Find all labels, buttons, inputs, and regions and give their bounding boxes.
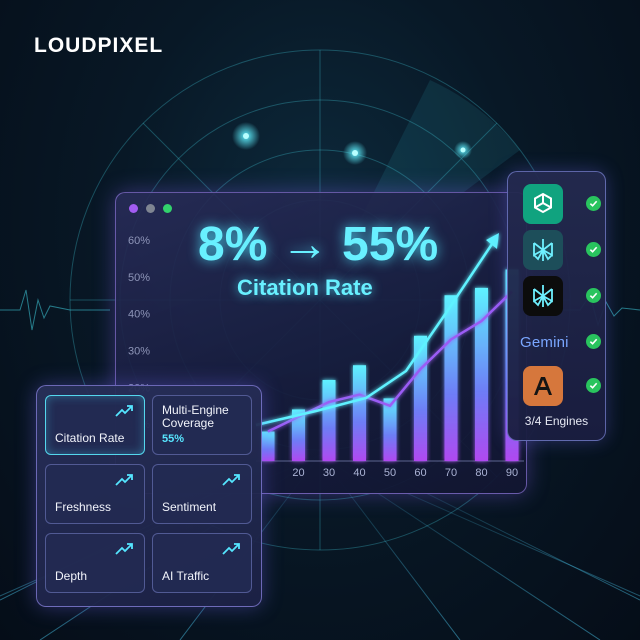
engines-panel: Gemini 3/4 Engines — [507, 171, 606, 441]
headline-citation-change: 8% → 55% — [198, 218, 439, 271]
chart-bar — [475, 287, 488, 461]
trend-up-icon — [222, 474, 240, 486]
window-maximize-dot[interactable] — [163, 204, 172, 213]
check-icon — [586, 334, 601, 349]
metric-label: Depth — [55, 569, 88, 583]
chart-bar — [444, 295, 458, 461]
engines-summary: 3/4 Engines — [524, 414, 589, 428]
engine-row-gemini[interactable]: Gemini — [520, 322, 603, 362]
trend-arrow-head-icon — [486, 233, 499, 249]
chart-bar — [261, 431, 275, 461]
metric-label: Sentiment — [162, 500, 217, 514]
trend-up-icon — [115, 474, 133, 486]
brand-logo: LOUDPIXEL — [34, 34, 164, 57]
y-tick-label: 60% — [128, 235, 150, 247]
trend-up-icon — [222, 543, 240, 555]
x-tick-label: 60 — [414, 467, 426, 479]
gemini-label: Gemini — [520, 333, 569, 351]
metric-label: Freshness — [55, 500, 112, 514]
metric-depth[interactable]: Depth — [45, 533, 145, 593]
window-close-dot[interactable] — [129, 204, 138, 213]
check-icon — [586, 288, 601, 303]
y-tick-label: 40% — [128, 309, 150, 321]
y-tick-label: 30% — [128, 346, 150, 358]
anthropic-logo-icon — [523, 366, 563, 406]
metric-label: Citation Rate — [55, 431, 125, 445]
x-tick-label: 80 — [475, 467, 487, 479]
x-tick-label: 20 — [292, 467, 304, 479]
chart-bar — [353, 365, 366, 461]
check-icon — [586, 242, 601, 257]
x-tick-label: 70 — [445, 467, 457, 479]
x-tick-label: 40 — [353, 467, 365, 479]
metric-value: 55% — [162, 433, 185, 445]
engine-row-perplexity[interactable] — [523, 230, 603, 270]
metric-multi-engine-coverage[interactable]: Multi-Engine Coverage 55% — [152, 395, 252, 455]
perplexity-dark-logo-icon — [523, 276, 563, 316]
engine-row-claude[interactable] — [523, 366, 603, 406]
headline-subtitle: Citation Rate — [237, 275, 373, 300]
x-tick-label: 30 — [323, 467, 335, 479]
engine-row-perplexity-dark[interactable] — [523, 276, 603, 316]
trend-up-icon — [115, 405, 133, 417]
chart-bar — [292, 409, 305, 461]
chart-bar — [322, 379, 336, 461]
metric-ai-traffic[interactable]: AI Traffic — [152, 533, 252, 593]
check-icon — [586, 378, 601, 393]
gemini-wordmark-icon: Gemini — [520, 322, 578, 362]
metric-label: AI Traffic — [162, 569, 210, 583]
metric-sentiment[interactable]: Sentiment — [152, 464, 252, 524]
y-tick-label: 50% — [128, 272, 150, 284]
trend-arrow — [255, 237, 498, 427]
engine-row-chatgpt[interactable] — [523, 184, 603, 224]
x-tick-label: 50 — [384, 467, 396, 479]
metric-citation-rate[interactable]: Citation Rate — [45, 395, 145, 455]
metrics-panel: Citation Rate Multi-Engine Coverage 55% … — [36, 385, 262, 607]
metric-freshness[interactable]: Freshness — [45, 464, 145, 524]
check-icon — [586, 196, 601, 211]
window-minimize-dot[interactable] — [146, 204, 155, 213]
chart-bar — [383, 398, 397, 461]
trend-up-icon — [115, 543, 133, 555]
x-tick-label: 90 — [506, 467, 518, 479]
perplexity-logo-icon — [523, 230, 563, 270]
openai-logo-icon — [523, 184, 563, 224]
metric-label: Multi-Engine Coverage — [162, 403, 229, 430]
